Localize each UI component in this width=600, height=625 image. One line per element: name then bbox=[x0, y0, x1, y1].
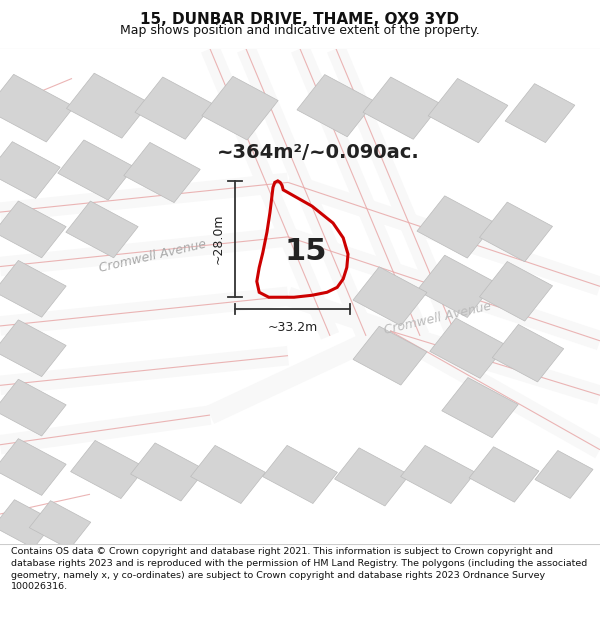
Polygon shape bbox=[479, 261, 553, 321]
Polygon shape bbox=[135, 77, 213, 139]
Text: ~33.2m: ~33.2m bbox=[268, 321, 317, 334]
Polygon shape bbox=[202, 76, 278, 140]
Polygon shape bbox=[505, 84, 575, 142]
Polygon shape bbox=[417, 196, 495, 258]
Polygon shape bbox=[535, 451, 593, 498]
Polygon shape bbox=[417, 255, 495, 318]
Polygon shape bbox=[442, 378, 518, 438]
Polygon shape bbox=[66, 201, 138, 258]
Polygon shape bbox=[363, 77, 441, 139]
Polygon shape bbox=[0, 201, 66, 258]
Polygon shape bbox=[335, 448, 409, 506]
Polygon shape bbox=[401, 446, 475, 504]
Polygon shape bbox=[191, 446, 265, 504]
Polygon shape bbox=[0, 379, 66, 436]
Polygon shape bbox=[131, 443, 205, 501]
Polygon shape bbox=[58, 140, 134, 200]
Polygon shape bbox=[71, 441, 145, 499]
Text: 15: 15 bbox=[285, 238, 327, 266]
Polygon shape bbox=[0, 74, 74, 142]
Polygon shape bbox=[430, 318, 506, 378]
Polygon shape bbox=[29, 501, 91, 549]
Polygon shape bbox=[263, 446, 337, 504]
Polygon shape bbox=[428, 79, 508, 142]
Polygon shape bbox=[469, 447, 539, 502]
Text: Contains OS data © Crown copyright and database right 2021. This information is : Contains OS data © Crown copyright and d… bbox=[11, 547, 587, 591]
Text: Cromwell Avenue: Cromwell Avenue bbox=[98, 238, 208, 276]
Text: ~28.0m: ~28.0m bbox=[211, 214, 224, 264]
Polygon shape bbox=[67, 73, 149, 138]
Polygon shape bbox=[353, 326, 427, 385]
Polygon shape bbox=[479, 202, 553, 262]
Polygon shape bbox=[0, 320, 66, 377]
Polygon shape bbox=[492, 324, 564, 382]
Polygon shape bbox=[0, 439, 66, 496]
Text: ~364m²/~0.090ac.: ~364m²/~0.090ac. bbox=[217, 143, 419, 162]
Polygon shape bbox=[0, 261, 66, 318]
Polygon shape bbox=[297, 74, 375, 137]
Polygon shape bbox=[0, 499, 55, 548]
Text: Cromwell Avenue: Cromwell Avenue bbox=[383, 300, 493, 338]
Polygon shape bbox=[124, 142, 200, 202]
Polygon shape bbox=[0, 142, 60, 198]
Text: Map shows position and indicative extent of the property.: Map shows position and indicative extent… bbox=[120, 24, 480, 36]
Polygon shape bbox=[353, 267, 427, 326]
Text: 15, DUNBAR DRIVE, THAME, OX9 3YD: 15, DUNBAR DRIVE, THAME, OX9 3YD bbox=[140, 12, 460, 27]
